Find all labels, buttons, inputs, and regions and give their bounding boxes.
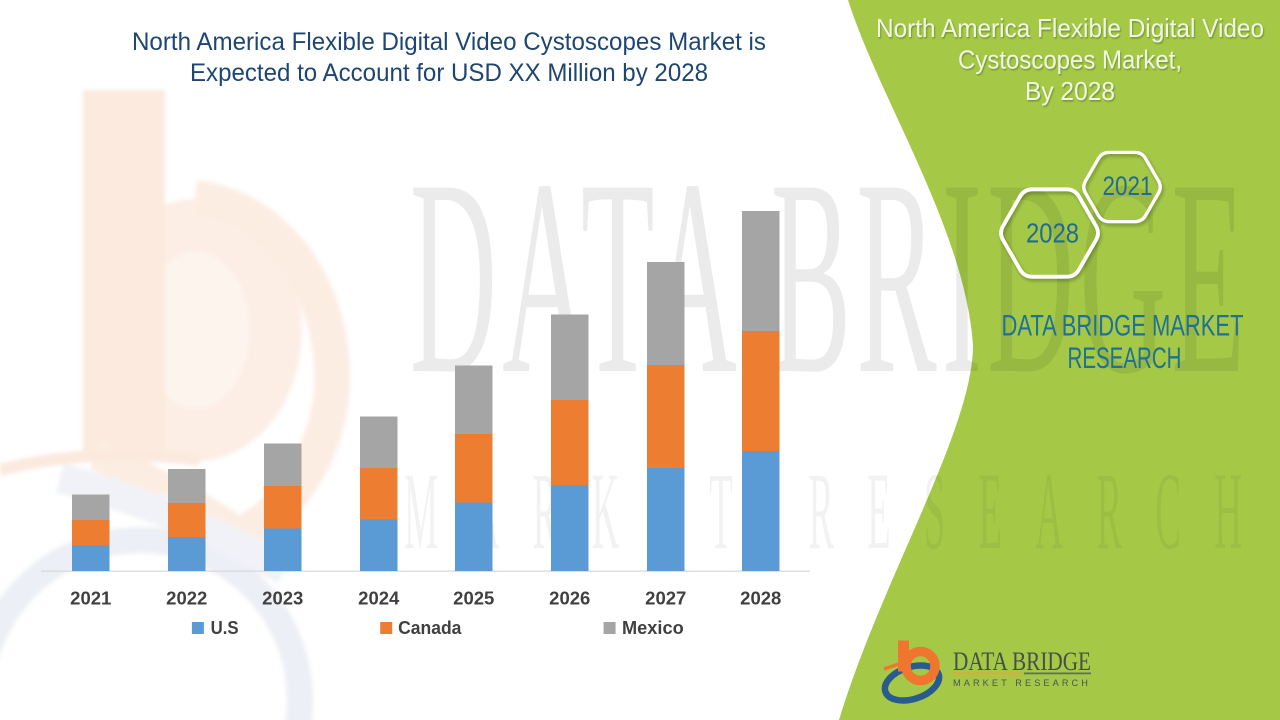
svg-text:RESEARCH: RESEARCH — [1068, 342, 1182, 375]
svg-text:2028: 2028 — [1026, 218, 1079, 249]
svg-text:2027: 2027 — [645, 588, 686, 609]
svg-text:DATA BRIDGE: DATA BRIDGE — [410, 122, 1245, 433]
svg-text:DATA BRIDGE: DATA BRIDGE — [953, 647, 1091, 676]
svg-text:2021: 2021 — [70, 588, 111, 609]
svg-text:By 2028: By 2028 — [1025, 76, 1115, 106]
svg-text:Expected to Account for USD XX: Expected to Account for USD XX Million b… — [190, 59, 708, 87]
svg-text:Mexico: Mexico — [622, 618, 684, 638]
svg-text:2024: 2024 — [358, 588, 400, 609]
svg-text:2028: 2028 — [740, 588, 781, 609]
svg-text:Cystoscopes Market,: Cystoscopes Market, — [958, 45, 1182, 75]
svg-text:MARKET RESEARCH: MARKET RESEARCH — [953, 678, 1091, 688]
svg-text:2026: 2026 — [549, 588, 590, 609]
svg-text:2022: 2022 — [166, 588, 207, 609]
svg-text:2025: 2025 — [453, 588, 494, 609]
svg-text:MARKET RESEARCH: MARKET RESEARCH — [404, 451, 1242, 572]
svg-text:North America Flexible Digital: North America Flexible Digital Video Cys… — [132, 28, 766, 56]
svg-text:North America Flexible Digital: North America Flexible Digital Video — [876, 13, 1264, 43]
svg-text:Canada: Canada — [398, 618, 462, 638]
svg-text:2023: 2023 — [262, 588, 303, 609]
svg-text:U.S: U.S — [211, 618, 239, 638]
svg-text:2021: 2021 — [1103, 171, 1153, 201]
svg-text:DATA BRIDGE MARKET: DATA BRIDGE MARKET — [1002, 310, 1244, 343]
